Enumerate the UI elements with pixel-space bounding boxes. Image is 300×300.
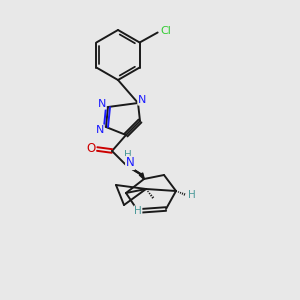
Text: O: O bbox=[86, 142, 96, 155]
Polygon shape bbox=[139, 173, 144, 179]
Text: Cl: Cl bbox=[160, 26, 171, 37]
Text: N: N bbox=[96, 125, 104, 135]
Text: H: H bbox=[188, 190, 196, 200]
Text: N: N bbox=[98, 99, 106, 109]
Text: H: H bbox=[124, 150, 132, 160]
Text: H: H bbox=[134, 206, 142, 216]
Text: N: N bbox=[138, 95, 146, 105]
Text: N: N bbox=[126, 157, 134, 169]
Polygon shape bbox=[126, 165, 142, 175]
